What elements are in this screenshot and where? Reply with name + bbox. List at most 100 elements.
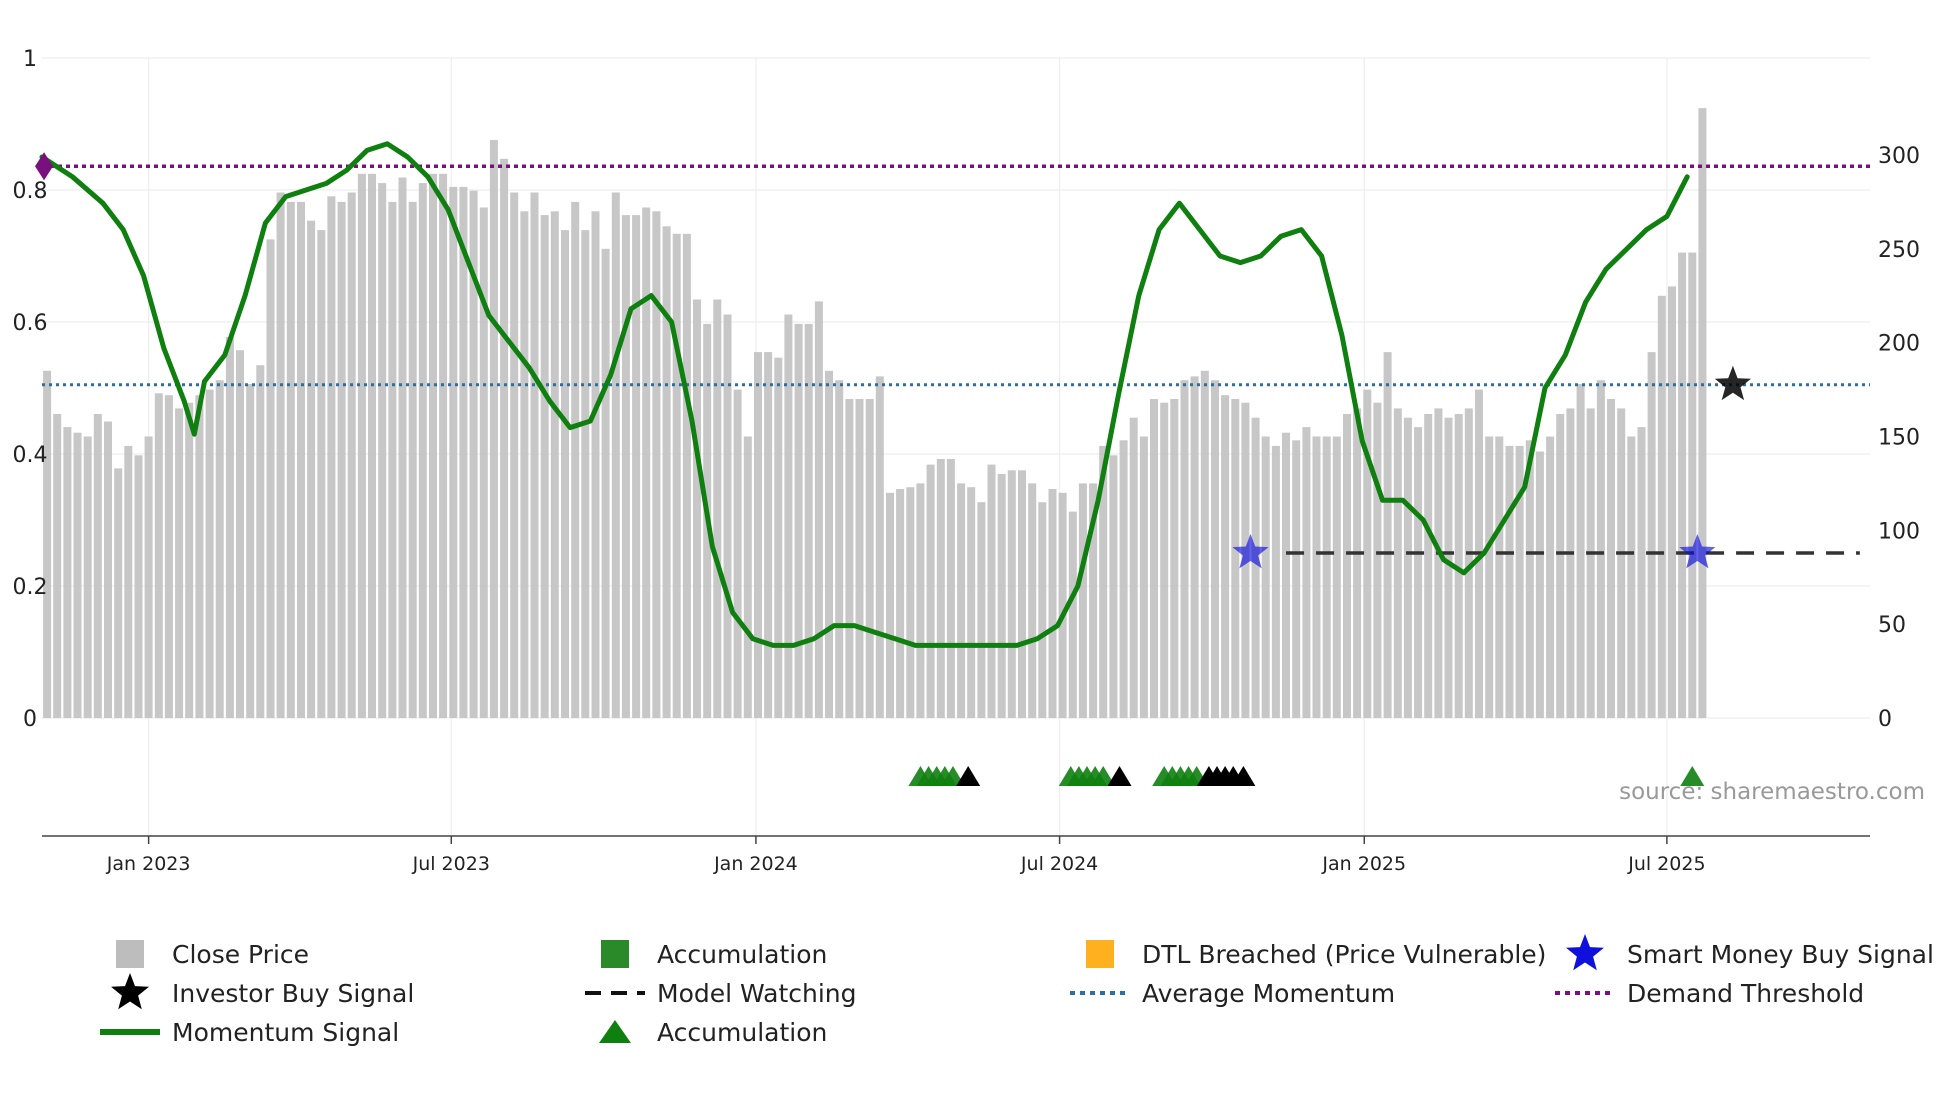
- close-price-bar: [246, 384, 255, 718]
- close-price-bar: [1535, 451, 1544, 718]
- legend-label: DTL Breached (Price Vulnerable): [1142, 940, 1546, 969]
- close-price-bar: [977, 502, 986, 718]
- close-price-bar: [1068, 511, 1077, 718]
- smart-money-buy-signal-star: [1232, 534, 1269, 569]
- close-price-bar: [297, 201, 305, 718]
- left-tick-label: 0.4: [13, 443, 48, 468]
- legend-swatch-square: [1086, 940, 1114, 968]
- close-price-bar: [621, 215, 630, 718]
- close-price-bar: [601, 248, 610, 719]
- close-price-bar: [459, 186, 468, 718]
- close-price-bar: [337, 201, 346, 718]
- close-price-bar: [1078, 483, 1087, 718]
- close-price-bar: [804, 323, 813, 718]
- close-price-bar: [134, 455, 143, 718]
- legend-item-demand: Demand Threshold: [1555, 979, 1864, 1008]
- close-price-bar: [398, 177, 407, 718]
- close-price-bar: [195, 395, 204, 718]
- x-tick-label: Jan 2024: [713, 853, 798, 875]
- close-price-bar: [1150, 399, 1158, 718]
- close-price-bar: [1332, 436, 1341, 718]
- close-price-bar: [1251, 417, 1260, 718]
- legend-item-dtl: DTL Breached (Price Vulnerable): [1086, 940, 1546, 969]
- close-price-bar: [1678, 252, 1687, 718]
- close-price-bar: [307, 220, 316, 718]
- close-price-bar: [1180, 380, 1189, 718]
- close-price-bar: [510, 192, 519, 718]
- reference-lines: [42, 164, 1870, 555]
- close-price-bar: [1525, 440, 1534, 718]
- close-price-bar: [693, 299, 701, 718]
- close-price-bar: [418, 183, 427, 719]
- accumulation-triangle: [1231, 766, 1256, 786]
- legend-swatch-star: [1566, 934, 1604, 971]
- close-price-bar: [916, 483, 925, 718]
- close-price-bar: [215, 380, 224, 718]
- close-price-bar: [83, 436, 92, 718]
- right-tick-label: 300: [1878, 144, 1920, 169]
- close-price-bar: [825, 370, 833, 718]
- close-price-bar: [571, 201, 580, 718]
- legend: Close Price Accumulation DTL Breached (Pri…: [100, 934, 1934, 1047]
- close-price-bar: [256, 365, 265, 718]
- close-price-bar: [1434, 408, 1443, 718]
- legend-item-accum_bar: Accumulation: [601, 940, 827, 969]
- legend-swatch-square: [601, 940, 629, 968]
- close-price-bar: [1292, 440, 1301, 718]
- close-price-bar: [1586, 408, 1595, 718]
- close-price-bar: [733, 389, 742, 718]
- close-price-bar: [164, 395, 173, 718]
- accumulation-triangle: [940, 766, 965, 786]
- close-price-bar: [713, 299, 722, 718]
- close-price-bar: [429, 173, 437, 719]
- close-price-bar: [1170, 399, 1179, 718]
- close-price-bar: [1271, 445, 1280, 718]
- legend-swatch-square: [116, 940, 144, 968]
- close-price-bar: [1018, 470, 1026, 718]
- close-price-bar: [1058, 492, 1067, 718]
- close-price-bar: [1089, 483, 1098, 718]
- left-tick-label: 0.8: [13, 179, 48, 204]
- close-price-bar: [1221, 395, 1230, 718]
- close-price-bar: [43, 370, 52, 718]
- x-tick-label: Jan 2025: [1321, 853, 1406, 875]
- legend-label: Model Watching: [657, 979, 857, 1008]
- close-price-bar: [154, 393, 163, 718]
- legend-label: Close Price: [172, 940, 309, 969]
- close-price-bar: [439, 173, 448, 719]
- close-price-bar: [63, 427, 72, 718]
- close-price-bar: [936, 459, 945, 718]
- close-price-bar: [906, 487, 915, 718]
- close-price-bar: [845, 399, 854, 718]
- x-tick-label: Jul 2024: [1020, 853, 1098, 875]
- gridlines: [42, 57, 1870, 836]
- close-price-bar: [886, 492, 894, 718]
- close-price-bar: [1302, 427, 1311, 718]
- legend-item-accum_tri: Accumulation: [599, 1018, 827, 1047]
- close-price-bar: [73, 432, 82, 718]
- tick-labels: 0 0.2 0.4 0.6 0.8 1 0 50 100 150 200 250 300 Jan 2023…: [13, 47, 1921, 875]
- close-price-bar: [1383, 352, 1392, 718]
- close-price-bar: [835, 380, 844, 718]
- legend-item-smart: Smart Money Buy Signal: [1566, 934, 1934, 971]
- close-price-bar: [550, 211, 559, 719]
- legend-label: Investor Buy Signal: [172, 979, 414, 1008]
- legend-item-momentum: Momentum Signal: [100, 1018, 399, 1047]
- close-price-bar: [1282, 432, 1290, 718]
- close-price-bar: [540, 215, 549, 718]
- close-price-bar: [114, 468, 123, 718]
- close-price-bar: [449, 186, 458, 718]
- investor-buy-signal-star: [1714, 365, 1751, 401]
- close-price-bar: [946, 459, 955, 718]
- accumulation-triangle: [1680, 766, 1705, 786]
- close-price-bar: [1546, 436, 1555, 718]
- price-bars: [43, 108, 1707, 719]
- close-price-bar: [1647, 352, 1656, 718]
- right-tick-label: 100: [1878, 519, 1920, 544]
- left-tick-label: 1: [23, 47, 37, 72]
- close-price-bar: [1637, 427, 1646, 718]
- close-price-bar: [1261, 436, 1270, 718]
- close-price-bar: [347, 192, 356, 718]
- close-price-bar: [1393, 408, 1402, 718]
